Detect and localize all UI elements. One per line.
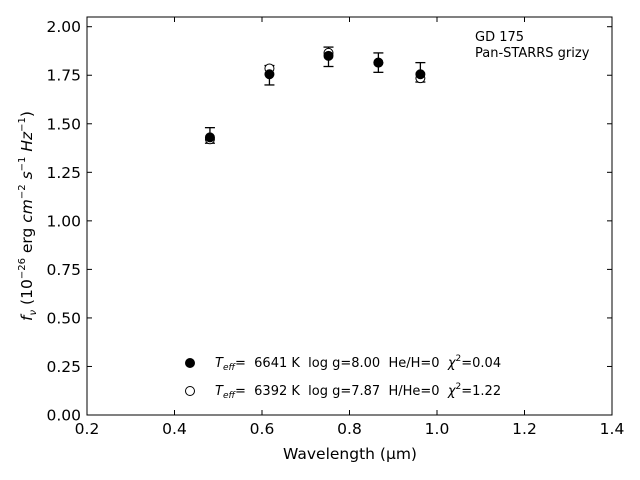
- y-tick-label: 0.00: [46, 407, 81, 425]
- error-bars: [204, 46, 426, 144]
- y-tick-label: 0.50: [46, 309, 81, 327]
- filled-point: [204, 132, 215, 143]
- y-label-erg: erg: [18, 223, 36, 258]
- legend-marker-open: [185, 386, 195, 396]
- legend-entry-2: Teff= 6392 K log g=7.87 H/He=0 χ2=1.22: [215, 382, 501, 401]
- x-tick-label: 0.6: [250, 420, 275, 438]
- legend2-chi-sup: 2: [456, 382, 462, 392]
- legend1-chi-sup: 2: [456, 354, 462, 364]
- legend1-chi-val: =0.04: [461, 356, 501, 371]
- y-label-nu: ν: [28, 309, 39, 315]
- y-tick-label: 1.50: [46, 115, 81, 133]
- y-axis-label: fν (10−26 erg cm−2 s−1 Hz−1): [17, 111, 39, 321]
- legend2-text: = 6392 K log g=7.87 H/He=0: [235, 384, 448, 399]
- y-label-unit-open: (10: [18, 279, 36, 310]
- y-label-exp2: −2: [17, 184, 28, 199]
- legend2-teff-T: T: [215, 384, 224, 399]
- y-tick-label: 1.75: [46, 67, 81, 85]
- x-tick-label: 0.2: [75, 420, 100, 438]
- x-tick-label: 1.4: [600, 420, 625, 438]
- data-points: [204, 47, 426, 145]
- y-label-close: ): [18, 111, 36, 117]
- legend-marker-filled: [185, 358, 195, 368]
- y-tick-label: 1.25: [46, 164, 81, 182]
- legend-entry-1: Teff= 6641 K log g=8.00 He/H=0 χ2=0.04: [215, 354, 501, 373]
- x-axis-label: Wavelength (μm): [283, 445, 417, 463]
- legend1-teff-sub: eff: [223, 363, 237, 373]
- filled-point: [264, 69, 275, 80]
- y-tick-label: 0.75: [46, 261, 81, 279]
- y-label-hz: Hz: [18, 131, 36, 157]
- object-name-annotation: GD 175: [475, 30, 524, 45]
- y-label-exp3: −1: [17, 157, 28, 172]
- y-label-f: f: [18, 313, 36, 321]
- legend2-chi: χ: [447, 384, 457, 399]
- x-tick-label: 0.4: [162, 420, 187, 438]
- axis-ticks: 0.2 0.4 0.6 0.8 1.0 1.2 1.4 0.00 0.25 0.50 0.75 1.0…: [46, 17, 624, 438]
- filled-point: [415, 69, 426, 80]
- legend1-text: = 6641 K log g=8.00 He/H=0: [235, 356, 448, 371]
- y-label-exp4: −1: [17, 117, 28, 132]
- y-label-s: s: [18, 171, 36, 184]
- y-label-exp1: −26: [17, 258, 28, 279]
- x-tick-label: 0.8: [337, 420, 362, 438]
- filled-point: [323, 50, 334, 61]
- legend1-teff-T: T: [215, 356, 224, 371]
- legend: Teff= 6641 K log g=8.00 He/H=0 χ2=0.04 T…: [185, 354, 501, 401]
- y-label-cm: cm: [18, 199, 36, 223]
- y-tick-label: 0.25: [46, 358, 81, 376]
- survey-annotation: Pan-STARRS grizy: [475, 46, 590, 61]
- y-tick-label: 1.00: [46, 212, 81, 230]
- legend1-chi: χ: [447, 356, 457, 371]
- legend2-chi-val: =1.22: [461, 384, 501, 399]
- y-tick-label: 2.00: [46, 18, 81, 36]
- legend2-teff-sub: eff: [223, 391, 237, 401]
- x-tick-label: 1.2: [512, 420, 537, 438]
- x-tick-label: 1.0: [425, 420, 450, 438]
- filled-point: [373, 57, 384, 68]
